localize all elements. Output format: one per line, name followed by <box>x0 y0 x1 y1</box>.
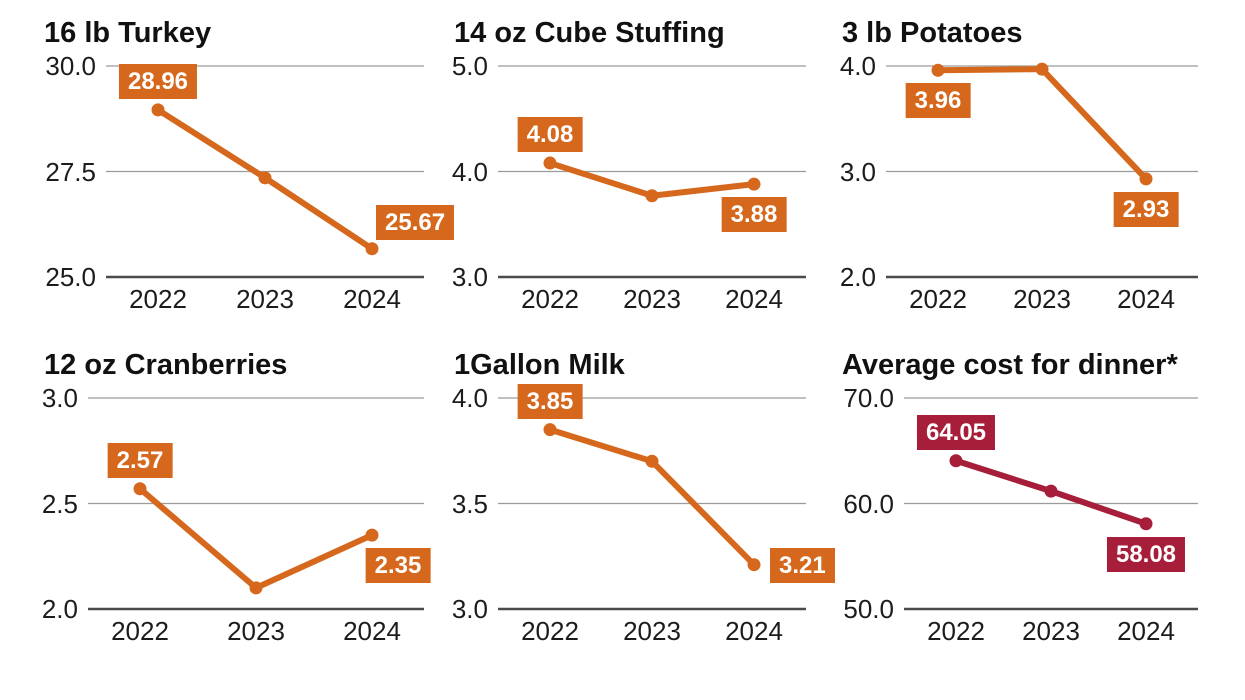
y-tick-label: 2.5 <box>41 488 78 519</box>
x-tick-label: 2023 <box>623 284 681 314</box>
chart-turkey: 16 lb Turkey 30.0 27.5 25.0 2022 2023 2024 28.… <box>36 8 455 338</box>
chart-svg <box>498 65 806 279</box>
chart-title: Average cost for dinner* <box>842 349 1178 381</box>
y-tick-label: 4.0 <box>451 156 488 187</box>
y-tick-label: 3.0 <box>839 156 876 187</box>
data-point <box>258 171 272 185</box>
y-tick-label: 25.0 <box>45 262 96 292</box>
x-tick-label: 2023 <box>227 616 285 646</box>
data-point <box>1035 62 1049 76</box>
chart-milk: 1Gallon Milk 4.0 3.5 3.0 2022 2023 2024 3.85 3.… <box>446 340 835 670</box>
y-tick-label: 50.0 <box>843 594 894 624</box>
data-point <box>543 156 557 170</box>
chart-plot-area: 30.0 27.5 25.0 2022 2023 2024 28.96 25.67 <box>36 51 455 324</box>
x-tick-label: 2024 <box>1117 284 1175 314</box>
data-point <box>365 528 379 542</box>
y-tick-label: 3.0 <box>451 262 488 292</box>
data-point <box>931 63 945 77</box>
footer: Farmers raised 205 million turkeys in 20… <box>0 644 1245 700</box>
data-point <box>365 242 379 256</box>
value-label: 28.96 <box>118 63 198 99</box>
data-point <box>1139 517 1153 531</box>
x-tick-label: 2024 <box>343 284 401 314</box>
price-line <box>547 426 757 568</box>
x-tick-label: 2022 <box>129 284 187 314</box>
x-tick-label: 2024 <box>725 284 783 314</box>
data-point <box>151 103 165 117</box>
chart-cranberries: 12 oz Cranberries 3.0 2.5 2.0 2022 2023 2024 2… <box>36 340 440 670</box>
y-tick-label: 27.5 <box>45 156 96 187</box>
data-point <box>949 454 963 468</box>
y-tick-label: 2.0 <box>41 594 78 624</box>
data-point <box>645 454 659 468</box>
chart-potatoes: 3 lb Potatoes 4.0 3.0 2.0 2022 2023 2024 3.96 2… <box>834 8 1214 338</box>
y-tick-label: 3.0 <box>41 383 78 413</box>
y-tick-label: 2.0 <box>839 262 876 292</box>
x-tick-label: 2023 <box>236 284 294 314</box>
value-label: 2.35 <box>365 548 431 584</box>
x-tick-label: 2022 <box>927 616 985 646</box>
x-tick-label: 2024 <box>1117 616 1175 646</box>
value-label: 2.57 <box>107 442 173 478</box>
value-label: 25.67 <box>376 204 455 240</box>
chart-title: 14 oz Cube Stuffing <box>454 17 725 49</box>
data-point <box>645 189 659 203</box>
data-point <box>543 423 557 437</box>
y-tick-label: 3.5 <box>451 488 488 519</box>
value-label: 3.96 <box>905 83 971 119</box>
value-label: 3.85 <box>517 383 583 419</box>
x-tick-label: 2022 <box>521 616 579 646</box>
chart-title: 16 lb Turkey <box>44 17 212 49</box>
data-point <box>133 482 147 496</box>
chart-title: 3 lb Potatoes <box>842 17 1023 49</box>
chart-svg <box>904 397 1198 611</box>
chart-plot-area: 4.0 3.0 2.0 2022 2023 2024 3.96 2.93 <box>834 51 1214 324</box>
y-tick-label: 70.0 <box>843 383 894 413</box>
chart-svg <box>106 65 424 279</box>
chart-plot-area: 70.0 60.0 50.0 2022 2023 2024 64.05 58.08 <box>834 383 1214 656</box>
x-tick-label: 2024 <box>725 616 783 646</box>
x-tick-label: 2022 <box>111 616 169 646</box>
value-label: 3.88 <box>721 197 787 233</box>
y-tick-label: 4.0 <box>451 383 488 413</box>
value-label: 64.05 <box>916 414 996 450</box>
y-tick-label: 60.0 <box>843 488 894 519</box>
y-tick-label: 5.0 <box>451 51 488 81</box>
value-label: 3.21 <box>770 547 835 583</box>
x-tick-label: 2023 <box>1013 284 1071 314</box>
chart-plot-area: 5.0 4.0 3.0 2022 2023 2024 4.08 3.88 <box>446 51 822 324</box>
x-tick-label: 2023 <box>623 616 681 646</box>
chart-svg <box>886 62 1198 279</box>
data-point <box>249 581 263 595</box>
data-point <box>1139 172 1153 186</box>
chart-average-dinner: Average cost for dinner* 70.0 60.0 50.0 202… <box>834 340 1214 670</box>
y-tick-label: 4.0 <box>839 51 876 81</box>
data-point <box>1044 484 1058 498</box>
y-tick-label: 3.0 <box>451 594 488 624</box>
chart-title: 1Gallon Milk <box>454 349 625 381</box>
value-label: 58.08 <box>1106 536 1186 572</box>
value-label: 4.08 <box>517 117 583 153</box>
data-point <box>747 558 761 572</box>
chart-svg <box>88 397 424 611</box>
x-tick-label: 2023 <box>1022 616 1080 646</box>
chart-title: 12 oz Cranberries <box>44 349 288 381</box>
data-point <box>747 177 761 191</box>
value-label: 2.93 <box>1113 191 1179 227</box>
x-tick-label: 2022 <box>909 284 967 314</box>
chart-plot-area: 4.0 3.5 3.0 2022 2023 2024 3.85 3.21 <box>446 383 835 656</box>
chart-plot-area: 3.0 2.5 2.0 2022 2023 2024 2.57 2.35 <box>36 383 440 656</box>
chart-svg <box>498 397 806 611</box>
x-tick-label: 2022 <box>521 284 579 314</box>
y-tick-label: 30.0 <box>45 51 96 81</box>
chart-stuffing: 14 oz Cube Stuffing 5.0 4.0 3.0 2022 2023 202… <box>446 8 822 338</box>
x-tick-label: 2024 <box>343 616 401 646</box>
